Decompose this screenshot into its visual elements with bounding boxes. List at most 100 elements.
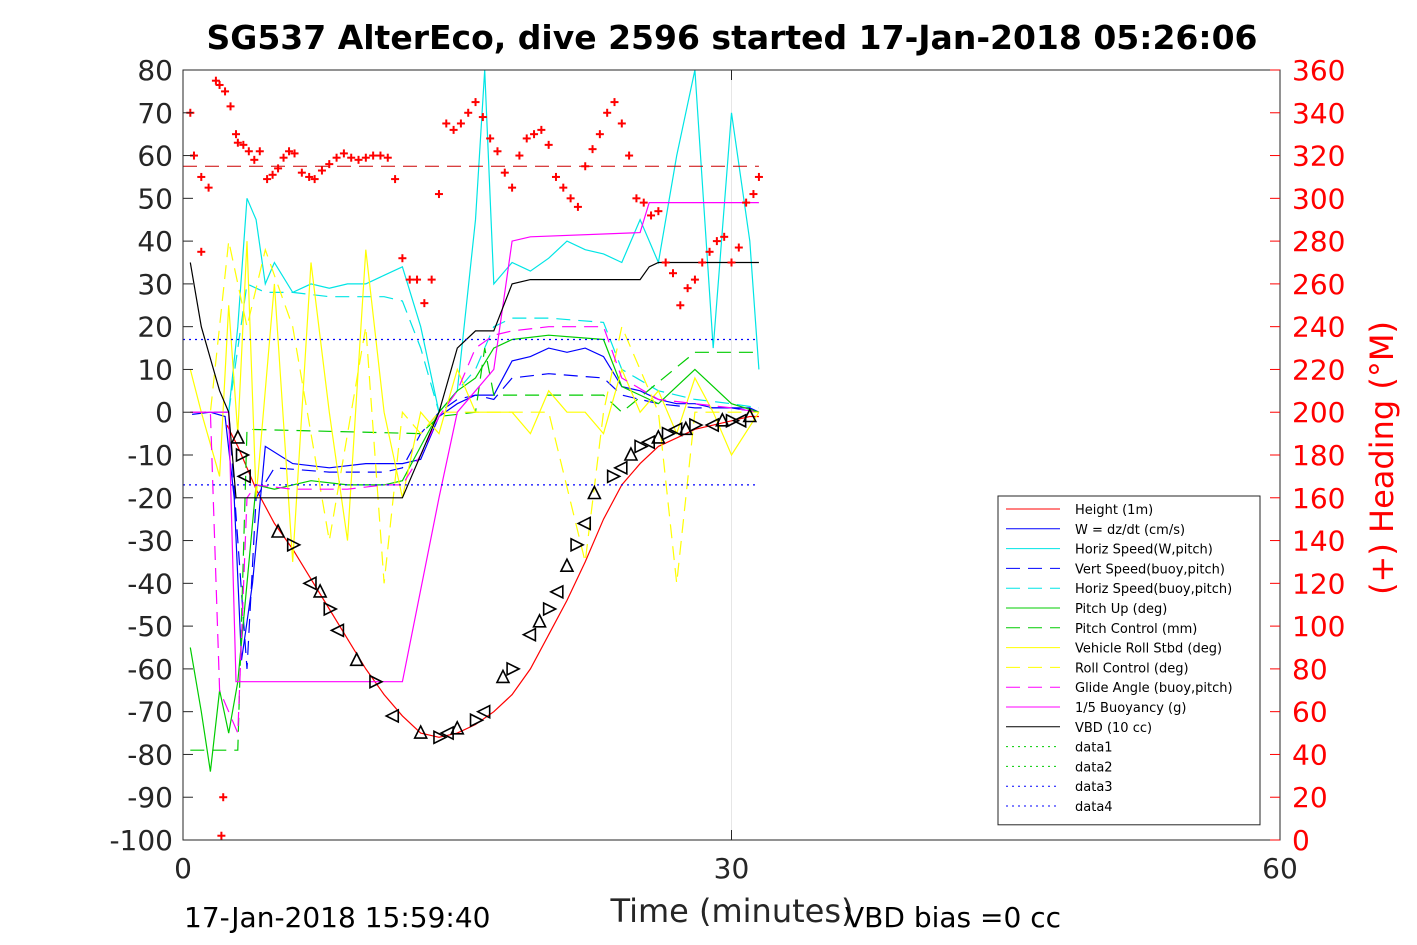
y-right-tick-label: 20 <box>1292 781 1328 814</box>
heading-point <box>566 194 575 203</box>
y-right-tick-label: 180 <box>1292 439 1345 472</box>
depth-marker <box>506 661 521 677</box>
legend-label-3: Vert Speed(buoy,pitch) <box>1075 562 1225 577</box>
heading-point <box>211 76 220 85</box>
heading-point <box>369 151 378 160</box>
heading-point <box>478 113 487 122</box>
y-tick-label: 80 <box>137 54 173 87</box>
heading-point <box>647 211 656 220</box>
y-right-tick-label: 60 <box>1292 696 1328 729</box>
heading-point <box>530 130 539 139</box>
heading-point <box>551 172 560 181</box>
depth-marker <box>286 537 302 553</box>
heading-point <box>749 190 758 199</box>
y-axis-left: 80 70 60 50 40 30 20 10 0 -10 -20 -30 -40 -50 -60 -70 -8… <box>109 54 193 857</box>
legend-label-13: data2 <box>1075 760 1113 775</box>
heading-point <box>493 147 502 156</box>
y-right-tick-label: 0 <box>1292 824 1310 857</box>
series-line-8 <box>190 240 759 584</box>
depth-marker <box>587 484 602 500</box>
heading-point <box>239 140 248 149</box>
heading-point <box>232 130 241 139</box>
heading-point <box>595 130 604 139</box>
heading-point <box>720 232 729 241</box>
legend-label-1: W = dz/dt (cm/s) <box>1075 523 1185 538</box>
y-right-tick-label: 320 <box>1292 140 1345 173</box>
heading-point <box>317 166 326 175</box>
heading-point <box>442 119 451 128</box>
heading-point <box>471 98 480 107</box>
depth-marker <box>495 668 511 684</box>
y-right-tick-label: 340 <box>1292 97 1345 130</box>
heading-point <box>544 140 553 149</box>
heading-point <box>456 119 465 128</box>
legend-label-0: Height (1m) <box>1075 503 1153 518</box>
heading-point <box>522 134 531 143</box>
y-tick-label: -70 <box>127 696 173 729</box>
heading-point <box>683 284 692 293</box>
y-tick-label: -20 <box>127 482 173 515</box>
legend-label-8: Roll Control (deg) <box>1075 661 1189 676</box>
depth-marker <box>302 576 317 591</box>
x-tick-label: 0 <box>174 852 192 885</box>
y-right-tick-label: 200 <box>1292 396 1345 429</box>
heading-point <box>217 831 226 840</box>
heading-point <box>297 168 306 177</box>
heading-point <box>632 194 641 203</box>
heading-point <box>279 153 288 162</box>
heading-point <box>332 153 341 162</box>
series-line-6 <box>190 347 759 751</box>
heading-point <box>310 175 319 184</box>
heading-point <box>233 138 242 147</box>
legend-label-2: Horiz Speed(W,pitch) <box>1075 543 1213 558</box>
x-tick-label: 60 <box>1262 852 1298 885</box>
depth-marker <box>369 674 384 690</box>
depth-marker <box>678 420 694 436</box>
depth-marker <box>433 730 448 745</box>
footer-vbd-bias: VBD bias =0 cc <box>845 901 1061 934</box>
depth-marker <box>613 460 628 476</box>
depth-marker <box>236 469 251 484</box>
heading-point <box>603 108 612 117</box>
depth-marker <box>634 439 649 454</box>
depth-marker <box>576 516 592 531</box>
y-right-tick-label: 100 <box>1292 610 1345 643</box>
y-right-tick-label: 80 <box>1292 653 1328 686</box>
y-tick-label: -40 <box>127 567 173 600</box>
depth-marker <box>312 583 328 598</box>
depth-marker <box>725 413 741 429</box>
heading-point <box>354 155 363 164</box>
series-line-9 <box>190 326 759 734</box>
heading-point <box>625 151 634 160</box>
depth-marker <box>449 719 465 735</box>
heading-point <box>486 134 495 143</box>
y-tick-label: 10 <box>137 353 173 386</box>
series-line-7 <box>189 241 760 562</box>
heading-point <box>255 147 264 156</box>
x-axis: 0 30 60 <box>174 70 1298 885</box>
heading-point <box>263 175 272 184</box>
heading-point <box>285 147 294 156</box>
depth-marker <box>469 712 485 728</box>
heading-point <box>219 793 228 802</box>
heading-point <box>727 258 736 267</box>
legend-label-6: Pitch Control (mm) <box>1075 622 1197 637</box>
heading-point <box>698 258 707 267</box>
legend-label-5: Pitch Up (deg) <box>1075 602 1167 617</box>
y-axis-right-label: (+) Heading (°M) <box>1363 321 1401 595</box>
heading-point <box>434 190 443 199</box>
heading-point <box>617 119 626 128</box>
depth-marker <box>349 651 364 667</box>
heading-point <box>668 269 677 278</box>
heading-point <box>376 151 385 160</box>
y-tick-label: -80 <box>127 738 173 771</box>
y-right-tick-label: 240 <box>1292 311 1345 344</box>
y-tick-label: 70 <box>137 97 173 130</box>
series-line-10 <box>190 202 759 683</box>
legend-label-12: data1 <box>1075 741 1113 756</box>
heading-point <box>339 149 348 158</box>
y-right-tick-label: 160 <box>1292 482 1345 515</box>
heading-point <box>712 237 721 246</box>
legend-box <box>997 495 1261 826</box>
footer-timestamp: 17-Jan-2018 15:59:40 <box>184 901 490 934</box>
